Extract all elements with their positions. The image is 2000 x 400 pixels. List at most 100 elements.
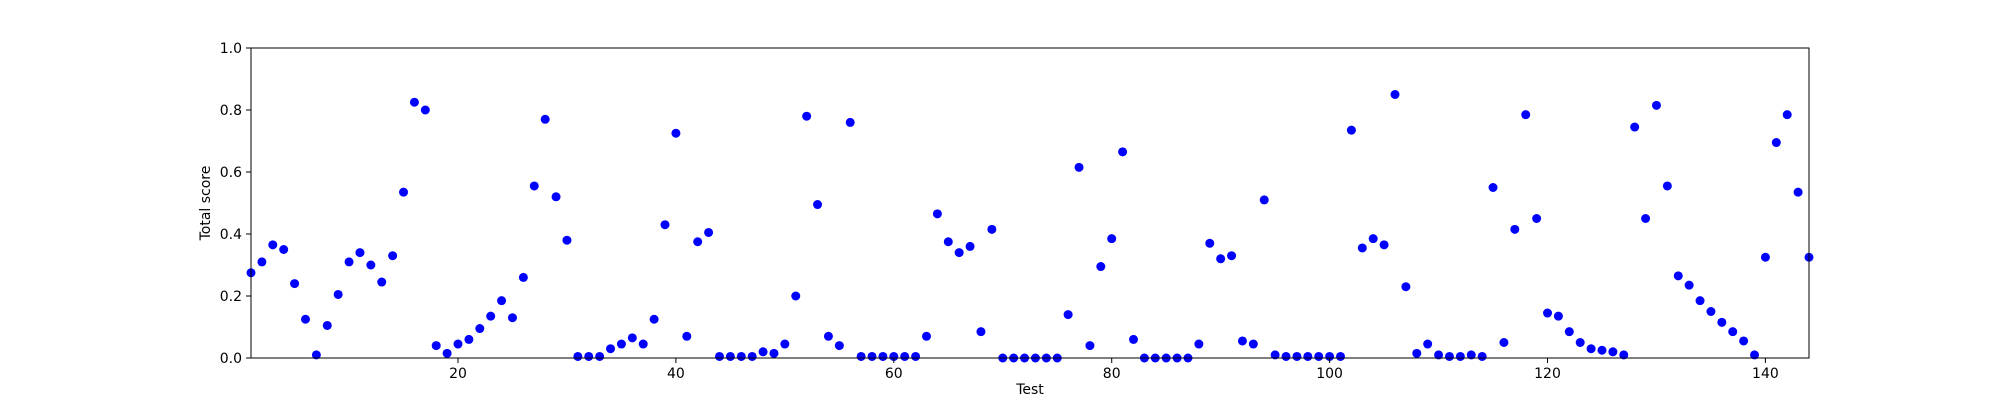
data-point (845, 117, 855, 127)
data-point (409, 97, 419, 107)
data-point (671, 128, 681, 138)
data-point (1455, 351, 1465, 361)
data-point (1651, 100, 1661, 110)
data-point (1118, 147, 1128, 157)
data-point (660, 220, 670, 230)
data-point (911, 351, 921, 361)
x-tick-label: 100 (1316, 366, 1343, 382)
data-point (1303, 351, 1313, 361)
y-axis-label: Total score (198, 166, 214, 242)
data-point (1216, 254, 1226, 264)
data-point (769, 348, 779, 358)
data-point (1129, 334, 1138, 344)
data-point (1750, 350, 1760, 360)
data-point (268, 240, 278, 250)
x-tick-label: 60 (885, 366, 903, 382)
x-tick-label: 80 (1103, 366, 1121, 382)
data-point (747, 351, 757, 361)
data-point (453, 339, 463, 349)
data-point (856, 351, 866, 361)
data-point (1564, 327, 1574, 337)
data-point (1292, 351, 1302, 361)
data-point (1488, 183, 1498, 192)
data-point (322, 320, 332, 330)
y-tick-label: 0.8 (220, 103, 242, 119)
data-point (1521, 110, 1531, 120)
plot-area-frame (250, 47, 1810, 359)
data-point (1499, 338, 1509, 347)
data-point (518, 272, 528, 282)
data-point (377, 277, 387, 287)
data-point (1063, 310, 1073, 320)
data-point (1771, 138, 1781, 148)
y-tick-label: 0.2 (220, 289, 242, 305)
data-point (1575, 338, 1585, 347)
data-point (1227, 251, 1237, 261)
data-point (279, 245, 289, 254)
data-point (1074, 162, 1084, 172)
data-point (311, 350, 321, 360)
data-point (1586, 344, 1596, 354)
data-point (1357, 243, 1367, 253)
data-point (1346, 125, 1356, 135)
data-point (1662, 181, 1672, 191)
data-point (943, 237, 953, 247)
data-point (300, 314, 310, 324)
data-point (802, 111, 812, 121)
data-point (736, 351, 746, 361)
data-point (1336, 351, 1346, 361)
data-point (551, 192, 561, 202)
data-point (1248, 339, 1258, 349)
data-point (420, 105, 430, 115)
data-point (1259, 195, 1269, 205)
data-point (388, 251, 398, 261)
data-point (1543, 308, 1553, 318)
data-point (900, 351, 910, 361)
data-point (1325, 351, 1335, 361)
data-point (1706, 307, 1716, 316)
data-point (954, 248, 964, 258)
data-point (627, 333, 637, 343)
data-point (1717, 317, 1727, 327)
data-point (823, 331, 833, 341)
data-point (1281, 351, 1291, 361)
data-point (540, 114, 550, 124)
x-tick-label: 120 (1534, 366, 1561, 382)
data-point (987, 224, 997, 234)
data-point (1423, 339, 1433, 349)
data-point (1760, 252, 1770, 262)
data-point (290, 279, 300, 289)
data-point (1477, 351, 1487, 361)
y-tick-label: 0.6 (220, 165, 242, 181)
data-point (965, 241, 975, 251)
data-point (584, 351, 594, 361)
data-point (606, 344, 616, 354)
data-point (693, 237, 703, 247)
data-point (497, 296, 507, 306)
data-point (1793, 187, 1803, 197)
x-axis-ticks: 20 40 60 80 100 120 140 (449, 358, 1779, 382)
data-point (344, 257, 354, 267)
data-point (758, 347, 768, 357)
data-point (1237, 336, 1247, 346)
y-axis-ticks: 0.0 0.2 0.4 0.6 0.8 1.0 (220, 41, 251, 367)
data-point (1608, 347, 1618, 357)
data-point (791, 291, 801, 301)
x-tick-label: 40 (667, 366, 685, 382)
data-point (1619, 350, 1629, 360)
data-point (1673, 271, 1683, 281)
y-tick-label: 0.0 (220, 351, 242, 367)
data-point (562, 235, 572, 245)
data-point (1107, 234, 1117, 244)
data-point (682, 331, 692, 341)
data-point (475, 324, 485, 334)
data-point (1434, 350, 1444, 360)
data-point (1532, 214, 1542, 223)
data-point (1695, 296, 1705, 306)
data-point (1597, 345, 1607, 355)
data-point (976, 327, 986, 337)
data-point (932, 209, 942, 219)
data-point (257, 257, 267, 267)
data-point (922, 331, 931, 341)
data-point (704, 227, 714, 237)
